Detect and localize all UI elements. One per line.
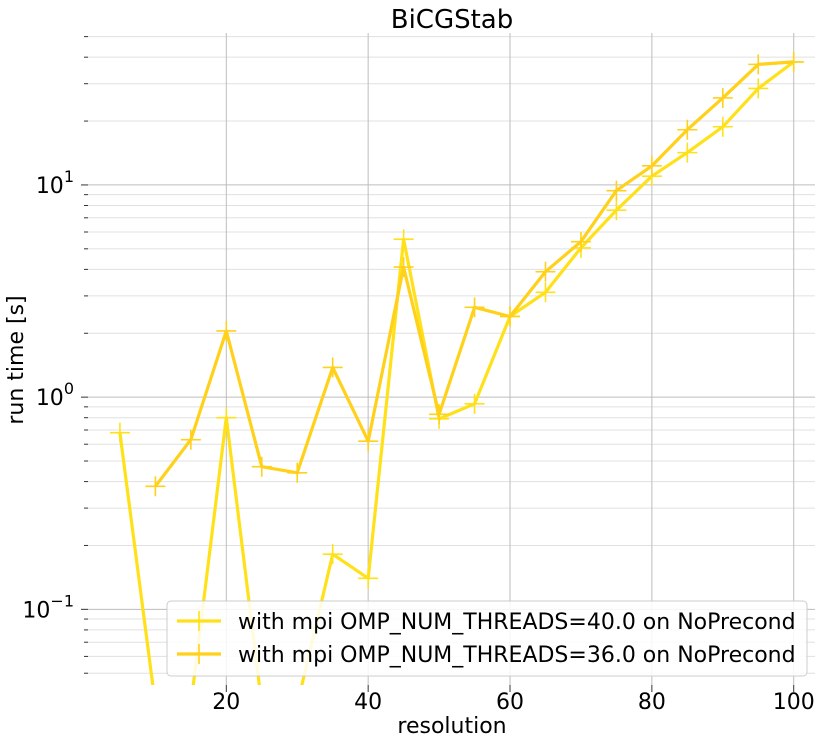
legend-label-1: with mpi OMP_NUM_THREADS=40.0 on NoPreco… (238, 610, 796, 635)
series-2-marker (216, 320, 237, 341)
legend-box (166, 600, 808, 677)
series-line-1 (118, 60, 795, 685)
x-tick-label: 60 (496, 690, 524, 715)
series-2-marker (535, 261, 556, 282)
x-axis-label: resolution (397, 714, 506, 739)
series-line-2 (154, 60, 794, 488)
series-1-marker (606, 200, 627, 221)
y-tick-label: 101 (36, 167, 74, 199)
legend-marker-1 (189, 611, 209, 631)
series-1-marker (216, 407, 237, 428)
x-tick-label: 80 (638, 690, 666, 715)
series-2-marker (641, 155, 662, 176)
series-1-marker (712, 116, 733, 137)
series-1-marker (677, 142, 698, 163)
chart-title: BiCGStab (391, 5, 514, 35)
series-1-marker (393, 229, 414, 250)
legend-marker-2 (189, 644, 209, 664)
series-1-marker (109, 422, 130, 443)
series-2-marker (464, 297, 485, 318)
y-axis-label: run time [s] (4, 295, 29, 424)
x-tick-label: 40 (354, 690, 382, 715)
series-2-marker (570, 231, 591, 252)
series-1-marker (322, 544, 343, 565)
series-1-marker (358, 568, 379, 589)
series-2-marker (783, 51, 804, 72)
series-2-marker (429, 404, 450, 425)
series-2-marker (677, 119, 698, 140)
series-2-marker (251, 456, 272, 477)
series-1-marker (748, 78, 769, 99)
series-2-marker (322, 357, 343, 378)
series-2-marker (358, 431, 379, 452)
grid (88, 33, 815, 685)
series-2-marker (145, 476, 166, 497)
series-2-marker (287, 462, 308, 483)
legend-label-2: with mpi OMP_NUM_THREADS=36.0 on NoPreco… (238, 643, 796, 668)
series-2-marker (393, 257, 414, 278)
plot-area (109, 51, 804, 685)
series-1-marker (464, 393, 485, 414)
series-2-marker (712, 87, 733, 108)
axes: 10−1 100 101 20 40 60 80 100 (22, 36, 815, 715)
series-1-marker (535, 282, 556, 303)
series-2-marker (500, 306, 521, 327)
y-tick-label: 10−1 (22, 591, 74, 623)
x-tick-label: 100 (773, 690, 815, 715)
series-2-marker (606, 180, 627, 201)
series-2-marker (748, 54, 769, 75)
legend: with mpi OMP_NUM_THREADS=40.0 on NoPreco… (166, 600, 808, 677)
y-tick-label: 100 (36, 379, 74, 411)
x-tick-label: 20 (212, 690, 240, 715)
series-2-marker (180, 429, 201, 450)
